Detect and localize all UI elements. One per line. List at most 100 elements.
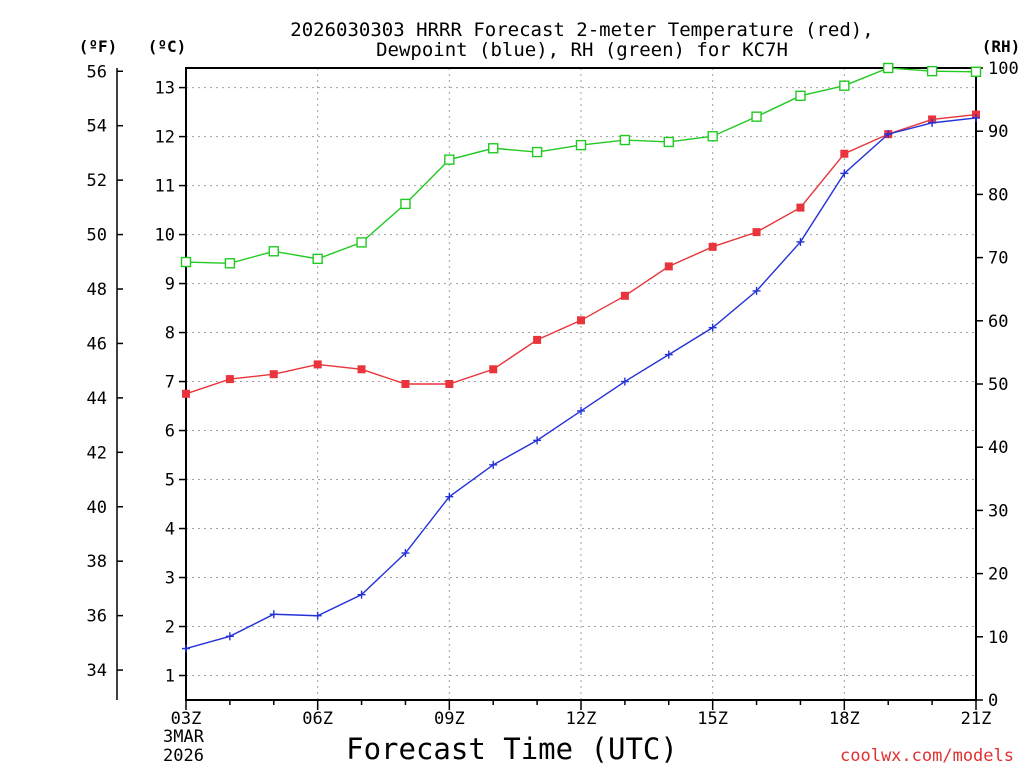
fahrenheit-tick-label: 50 xyxy=(87,226,107,246)
dewpoint-point xyxy=(313,611,322,620)
dewpoint-point xyxy=(269,610,278,619)
date-label-month: 3MAR xyxy=(163,727,205,747)
celsius-tick-label: 6 xyxy=(165,422,175,442)
rh-point xyxy=(663,136,674,148)
temperature-point xyxy=(225,375,234,384)
temperature-point xyxy=(796,203,805,212)
fahrenheit-tick-label: 34 xyxy=(87,661,107,681)
dewpoint-point xyxy=(225,632,234,641)
x-axis-title: Forecast Time (UTC) xyxy=(346,732,678,766)
temperature-point xyxy=(445,380,454,388)
dewpoint-point xyxy=(884,130,893,139)
celsius-tick-label: 1 xyxy=(165,667,175,687)
celsius-tick-label: 10 xyxy=(155,226,175,246)
rh-point xyxy=(970,66,982,77)
rh-tick-label: 30 xyxy=(988,501,1008,521)
rh-point xyxy=(312,253,323,265)
x-tick-label: 18Z xyxy=(829,709,860,729)
temperature-point xyxy=(269,370,278,379)
dewpoint-point xyxy=(401,549,410,558)
x-tick-label: 03Z xyxy=(171,709,202,729)
rh-point xyxy=(400,198,411,210)
dewpoint-point xyxy=(533,436,542,445)
celsius-tick-label: 13 xyxy=(155,79,175,99)
grid xyxy=(186,68,976,700)
dewpoint-point xyxy=(928,118,937,127)
fahrenheit-tick-label: 48 xyxy=(87,280,107,300)
rh-point xyxy=(883,62,894,74)
date-label-year: 2026 xyxy=(163,746,204,766)
rh-point xyxy=(224,258,236,269)
temperature-point xyxy=(577,316,585,325)
celsius-tick-label: 4 xyxy=(165,520,175,540)
rh-point xyxy=(751,111,762,122)
fahrenheit-tick-label: 56 xyxy=(87,62,107,82)
rh-tick-label: 60 xyxy=(988,312,1008,332)
plot-frame xyxy=(185,67,977,701)
dewpoint-point xyxy=(445,492,454,501)
fahrenheit-tick-label: 38 xyxy=(87,552,107,572)
rh-point xyxy=(268,246,279,257)
rh-point xyxy=(180,256,192,268)
series-line xyxy=(185,117,977,650)
x-tick-label: 09Z xyxy=(434,709,465,729)
rh-tick-label: 50 xyxy=(988,375,1008,395)
dewpoint-point xyxy=(840,169,849,178)
celsius-tick-label: 2 xyxy=(165,618,175,638)
rh-tick-label: 0 xyxy=(988,691,998,711)
dewpoint-point xyxy=(972,113,980,122)
dewpoint-point xyxy=(577,406,585,415)
temperature-point xyxy=(708,242,717,251)
celsius-tick-label: 8 xyxy=(165,324,175,344)
temperature-point xyxy=(357,365,366,374)
rh-point xyxy=(444,154,455,165)
dewpoint-point xyxy=(620,377,629,386)
dewpoint-point xyxy=(752,286,761,295)
rh-point xyxy=(531,146,543,158)
temperature-point xyxy=(664,262,673,271)
dewpoint-point xyxy=(664,350,673,359)
fahrenheit-tick-label: 42 xyxy=(87,443,107,463)
rh-tick-label: 10 xyxy=(988,628,1008,648)
rh-tick-label: 40 xyxy=(988,438,1008,458)
temperature-point xyxy=(401,380,410,388)
dewpoint-point xyxy=(182,644,190,653)
x-tick-label: 15Z xyxy=(697,709,728,729)
fahrenheit-tick-label: 52 xyxy=(87,171,107,191)
series-group xyxy=(180,62,982,653)
series-dewpoint xyxy=(182,113,980,653)
axes: 1234567891011121334363840424446485052545… xyxy=(87,59,1019,729)
celsius-tick-label: 12 xyxy=(155,128,175,148)
dewpoint-point xyxy=(708,323,717,332)
celsius-tick-label: 7 xyxy=(165,373,175,393)
rh-axis-label: (RH) xyxy=(982,37,1021,56)
series-rh xyxy=(180,62,982,269)
rh-point xyxy=(926,65,938,77)
fahrenheit-tick-label: 44 xyxy=(87,389,107,409)
rh-tick-label: 100 xyxy=(988,59,1019,79)
rh-point xyxy=(795,90,806,102)
temperature-point xyxy=(752,228,761,237)
fahrenheit-axis-label: (ºF) xyxy=(79,37,118,56)
rh-point xyxy=(839,80,850,91)
fahrenheit-tick-label: 54 xyxy=(87,117,107,137)
celsius-axis-label: (ºC) xyxy=(148,37,187,56)
celsius-tick-label: 11 xyxy=(155,177,175,197)
celsius-tick-label: 3 xyxy=(165,569,175,589)
temperature-point xyxy=(840,149,849,158)
temperature-point xyxy=(313,360,322,369)
temperature-point xyxy=(182,389,190,398)
rh-tick-label: 20 xyxy=(988,565,1008,585)
rh-point xyxy=(356,237,367,248)
celsius-tick-label: 5 xyxy=(165,471,175,491)
fahrenheit-tick-label: 40 xyxy=(87,498,107,518)
chart-title-line2: Dewpoint (blue), RH (green) for KC7H xyxy=(376,39,788,61)
dewpoint-point xyxy=(489,460,498,469)
fahrenheit-tick-label: 46 xyxy=(87,334,107,354)
rh-point xyxy=(619,134,631,146)
rh-tick-label: 80 xyxy=(988,185,1008,205)
temperature-point xyxy=(489,365,498,374)
celsius-tick-label: 9 xyxy=(165,275,175,295)
fahrenheit-tick-label: 36 xyxy=(87,607,107,627)
